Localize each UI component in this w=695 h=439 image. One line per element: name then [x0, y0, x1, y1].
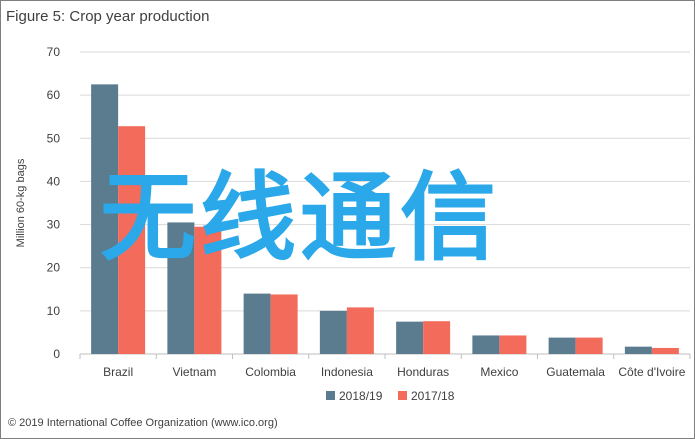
legend-label: 2018/19 [339, 389, 383, 403]
y-tick-label: 0 [53, 347, 60, 361]
bar-2017/18-Guatemala [575, 337, 603, 354]
x-tick-label: Vietnam [172, 365, 216, 379]
bar-2018/19-Honduras [396, 321, 424, 354]
bar-2017/18-Honduras [423, 321, 451, 354]
bar-2018/19-Guatemala [548, 337, 576, 354]
x-tick-label: Guatemala [546, 365, 605, 379]
copyright-text: © 2019 International Coffee Organization… [8, 417, 278, 429]
x-tick-label: Colombia [245, 365, 296, 379]
bar-2017/18-Mexico [499, 335, 527, 354]
legend-swatch-2017/18 [398, 391, 407, 400]
y-axis-label: Million 60-kg bags [15, 158, 27, 247]
x-tick-label: Mexico [480, 365, 518, 379]
overlay-watermark-text: 无线通信 [100, 162, 500, 274]
bar-2018/19-Colombia [243, 293, 271, 354]
bar-2017/18-Vietnam [194, 226, 222, 354]
bar-2017/18-Colombia [270, 294, 298, 354]
bar-2017/18-Brazil [118, 126, 146, 354]
bar-2018/19-Indonesia [319, 310, 347, 354]
y-tick-label: 50 [47, 131, 61, 145]
bar-2017/18-Indonesia [346, 307, 374, 354]
x-tick-label: Côte d'Ivoire [618, 365, 685, 379]
x-tick-label: Brazil [103, 365, 133, 379]
bar-2018/19-Côte d'Ivoire [624, 346, 652, 354]
bar-2017/18-Côte d'Ivoire [651, 347, 679, 354]
bar-2018/19-Vietnam [167, 222, 195, 354]
x-tick-label: Indonesia [321, 365, 373, 379]
y-tick-label: 30 [47, 218, 61, 232]
y-tick-label: 40 [47, 174, 61, 188]
legend-swatch-2018/19 [326, 391, 335, 400]
bar-2018/19-Mexico [472, 335, 500, 354]
y-tick-label: 20 [47, 261, 61, 275]
chart-title: Figure 5: Crop year production [6, 8, 210, 25]
legend-label: 2017/18 [411, 389, 455, 403]
y-tick-label: 70 [47, 45, 61, 59]
y-tick-label: 60 [47, 88, 61, 102]
x-tick-label: Honduras [397, 365, 449, 379]
y-tick-label: 10 [47, 304, 61, 318]
bar-2018/19-Brazil [91, 84, 119, 354]
